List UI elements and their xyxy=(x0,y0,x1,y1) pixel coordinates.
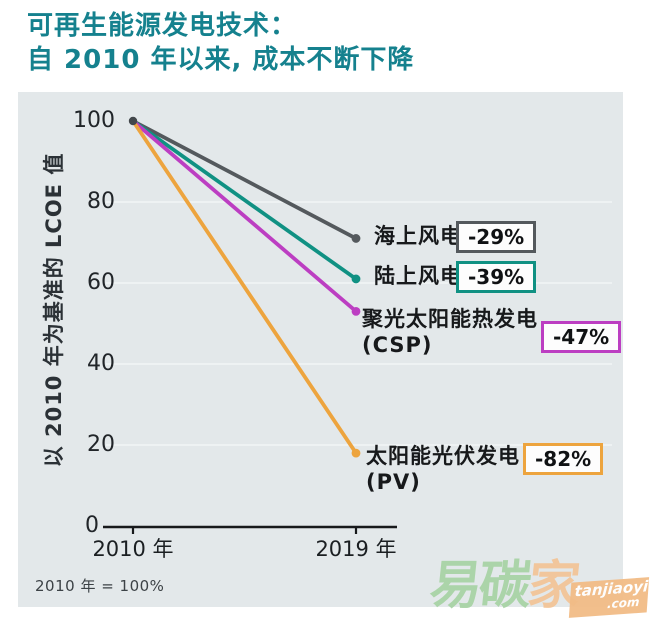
series-label-csp-text: 聚光太阳能热发电 xyxy=(362,307,538,331)
series-label-pv: 太阳能光伏发电 (PV) xyxy=(366,444,520,495)
y-tick-60: 60 xyxy=(87,270,115,295)
series-label-csp-abbrev: (CSP) xyxy=(362,332,433,357)
x-tick-label-2019: 2019 年 xyxy=(315,537,397,561)
series-label-onshore-wind-text: 陆上风电 xyxy=(374,264,462,288)
watermark-badge: tanjiaoyi .com xyxy=(568,577,650,618)
series-label-offshore-wind: 海上风电 xyxy=(374,224,462,250)
watermark-logo: 易 碳 家 xyxy=(427,556,583,616)
change-badge-onshore-wind: -39% xyxy=(456,261,537,293)
chart-footnote: 2010 年 = 100% xyxy=(35,577,165,595)
series-label-onshore-wind: 陆上风电 xyxy=(374,264,462,290)
chart-title-line2: 自 2010 年以来, 成本不断下降 xyxy=(27,44,415,75)
y-tick-100: 100 xyxy=(73,108,115,133)
series-label-pv-abbrev: (PV) xyxy=(366,469,421,494)
change-badge-offshore-wind: -29% xyxy=(456,221,537,253)
change-badge-pv: -82% xyxy=(523,443,604,475)
chart-title: 可再生能源发电技术： 自 2010 年以来, 成本不断下降 xyxy=(27,10,414,78)
change-badge-csp: -47% xyxy=(541,321,622,353)
y-tick-20: 20 xyxy=(87,432,115,457)
series-label-csp: 聚光太阳能热发电 (CSP) xyxy=(362,307,538,358)
series-label-offshore-wind-text: 海上风电 xyxy=(374,224,462,248)
y-tick-0: 0 xyxy=(85,513,99,538)
y-tick-80: 80 xyxy=(87,189,115,214)
series-label-pv-text: 太阳能光伏发电 xyxy=(366,444,520,468)
x-tick-label-2010: 2010 年 xyxy=(92,537,174,561)
y-tick-40: 40 xyxy=(87,351,115,376)
chart-title-line1: 可再生能源发电技术： xyxy=(27,11,298,41)
